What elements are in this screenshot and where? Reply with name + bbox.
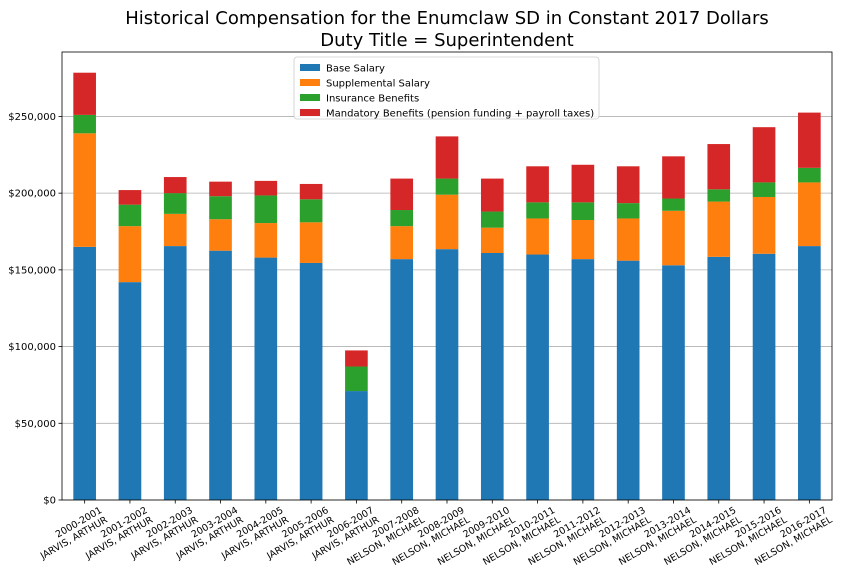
bar-segment-base [480, 252, 504, 500]
legend-swatch [300, 64, 320, 71]
bar-segment-mandatory [435, 136, 459, 179]
legend-label: Mandatory Benefits (pension funding + pa… [326, 109, 594, 120]
bar-segment-base [526, 254, 549, 500]
bar-segment-insurance [707, 189, 731, 202]
bar-segment-supplemental [526, 218, 549, 255]
y-tick-label: $50,000 [15, 419, 56, 430]
bar-segment-supplemental [752, 196, 776, 254]
bar-segment-mandatory [798, 112, 821, 168]
bar-segment-base [73, 246, 96, 500]
bar-segment-supplemental [435, 194, 459, 250]
bar-segment-base [390, 259, 414, 500]
bar-segment-supplemental [163, 213, 187, 247]
legend-swatch [300, 79, 320, 86]
bar-segment-insurance [752, 182, 776, 197]
bar-segment-base [209, 250, 232, 500]
bar-segment-supplemental [707, 201, 731, 257]
bar-segment-mandatory [118, 190, 142, 205]
bar-segment-insurance [299, 199, 323, 223]
bar-segment-insurance [345, 366, 368, 392]
bar-segment-base [707, 256, 731, 500]
legend-swatch [300, 94, 320, 101]
y-tick-label: $100,000 [8, 342, 56, 353]
y-tick-label: $200,000 [8, 189, 56, 200]
y-axis: $0 $50,000 $100,000 $150,000 $200,000 $250,00… [8, 112, 62, 507]
bar-segment-insurance [798, 167, 821, 183]
bar-segment-base [616, 260, 640, 500]
legend-label: Insurance Benefits [326, 94, 419, 105]
bar-segment-mandatory [299, 183, 323, 200]
bar-segment-base [752, 253, 776, 500]
bar-segment-mandatory [662, 156, 685, 199]
bar-segment-supplemental [118, 226, 142, 283]
bar-segment-base [254, 257, 278, 500]
bar-segment-supplemental [616, 218, 640, 261]
legend-label: Supplemental Salary [326, 79, 430, 90]
bar-segment-insurance [390, 210, 414, 227]
bar-segment-mandatory [73, 72, 96, 115]
bar-segment-base [163, 246, 187, 500]
bar-segment-insurance [254, 195, 278, 224]
bar-segment-supplemental [798, 182, 821, 247]
bar-segment-insurance [118, 204, 142, 227]
legend-swatch [300, 109, 320, 116]
bar-segment-mandatory [345, 350, 368, 367]
legend-label: Base Salary [326, 64, 385, 75]
bar-segment-insurance [163, 193, 187, 214]
bar-segment-insurance [435, 178, 459, 195]
chart-title: Historical Compensation for the Enumclaw… [125, 8, 769, 29]
bar-segment-insurance [480, 211, 504, 228]
bar-segment-mandatory [209, 181, 232, 197]
bar-segment-insurance [73, 114, 96, 134]
bar-segment-supplemental [390, 226, 414, 260]
legend: Base Salary Supplemental Salary Insurance … [293, 56, 600, 120]
bar-segment-insurance [526, 202, 549, 219]
bars [73, 72, 821, 500]
x-axis: 2000-2001JARVIS, ARTHUR2001-2002JARVIS, … [38, 500, 835, 568]
bar-segment-mandatory [752, 127, 776, 183]
bar-segment-supplemental [209, 219, 232, 251]
bar-segment-mandatory [616, 166, 640, 204]
bar-segment-supplemental [73, 133, 96, 247]
y-tick-label: $250,000 [8, 112, 56, 123]
legend-box [293, 56, 600, 120]
bar-segment-base [299, 262, 323, 500]
bar-segment-supplemental [571, 220, 595, 260]
bar-segment-base [345, 391, 368, 500]
bar-segment-supplemental [254, 223, 278, 258]
bar-segment-mandatory [390, 178, 414, 211]
bar-segment-insurance [616, 203, 640, 219]
y-tick-label: $150,000 [8, 265, 56, 276]
bar-segment-base [662, 265, 685, 500]
y-tick-label: $0 [43, 496, 56, 507]
bar-segment-insurance [662, 198, 685, 211]
bar-segment-base [435, 249, 459, 500]
bar-segment-base [571, 259, 595, 500]
bar-segment-mandatory [526, 166, 549, 203]
bar-segment-mandatory [163, 177, 187, 194]
bar-segment-insurance [209, 196, 232, 220]
bar-segment-mandatory [571, 164, 595, 203]
bar-segment-insurance [571, 202, 595, 220]
bar-segment-mandatory [254, 180, 278, 196]
bar-segment-mandatory [707, 144, 731, 190]
bar-segment-base [798, 246, 821, 500]
bar-segment-supplemental [480, 227, 504, 253]
bar-segment-base [118, 282, 142, 500]
bar-segment-supplemental [662, 210, 685, 266]
chart-subtitle: Duty Title = Superintendent [320, 30, 574, 51]
bar-segment-mandatory [480, 178, 504, 212]
bar-segment-supplemental [299, 222, 323, 263]
